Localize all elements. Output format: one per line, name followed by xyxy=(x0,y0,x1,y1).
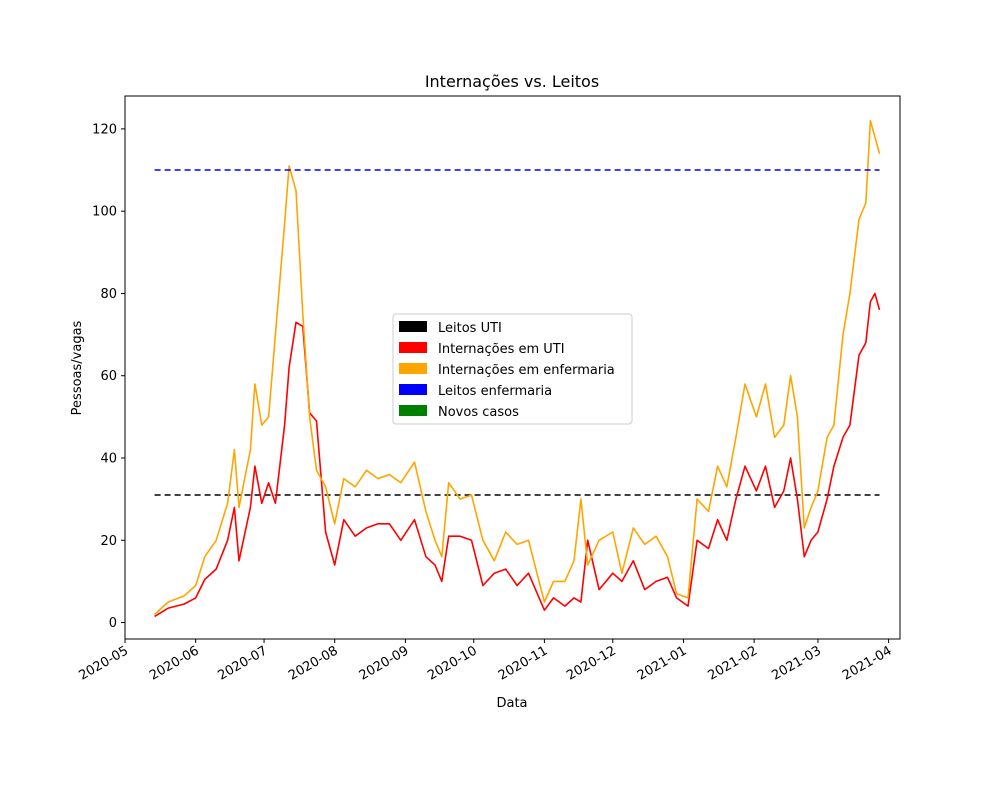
legend-label: Leitos UTI xyxy=(438,321,502,336)
legend-swatch xyxy=(399,321,427,332)
legend-box xyxy=(392,313,633,425)
legend: Leitos UTI Internações em UTI Internações … xyxy=(392,313,633,425)
chart-title: Internações vs. Leitos xyxy=(425,72,599,91)
y-tick-label: 60 xyxy=(100,369,117,384)
y-tick-label: 20 xyxy=(100,534,117,549)
plot-frame xyxy=(124,95,901,640)
legend-label: Internações em enfermaria xyxy=(438,363,615,378)
series-line-interna-es-em-uti xyxy=(154,292,881,618)
legend-label: Novos casos xyxy=(438,405,519,420)
y-tick-label: 40 xyxy=(100,452,117,467)
legend-swatch xyxy=(399,342,427,353)
series-layer xyxy=(154,119,881,618)
legend-swatch xyxy=(399,405,427,416)
y-tick-label: 100 xyxy=(92,205,117,220)
y-axis-label: Pessoas/vagas xyxy=(70,320,85,415)
series-line-interna-es-em-enfermaria xyxy=(154,119,881,615)
legend-label: Internações em UTI xyxy=(438,342,565,357)
y-tick-label: 80 xyxy=(100,287,117,302)
y-tick-label: 120 xyxy=(92,122,117,137)
legend-swatch xyxy=(399,363,427,374)
x-axis-label: Data xyxy=(496,696,527,711)
legend-label: Leitos enfermaria xyxy=(438,384,552,399)
y-tick-label: 0 xyxy=(109,616,117,631)
legend-swatch xyxy=(399,384,427,395)
y-axis: 0 20 40 60 80 100 120 xyxy=(92,122,125,631)
